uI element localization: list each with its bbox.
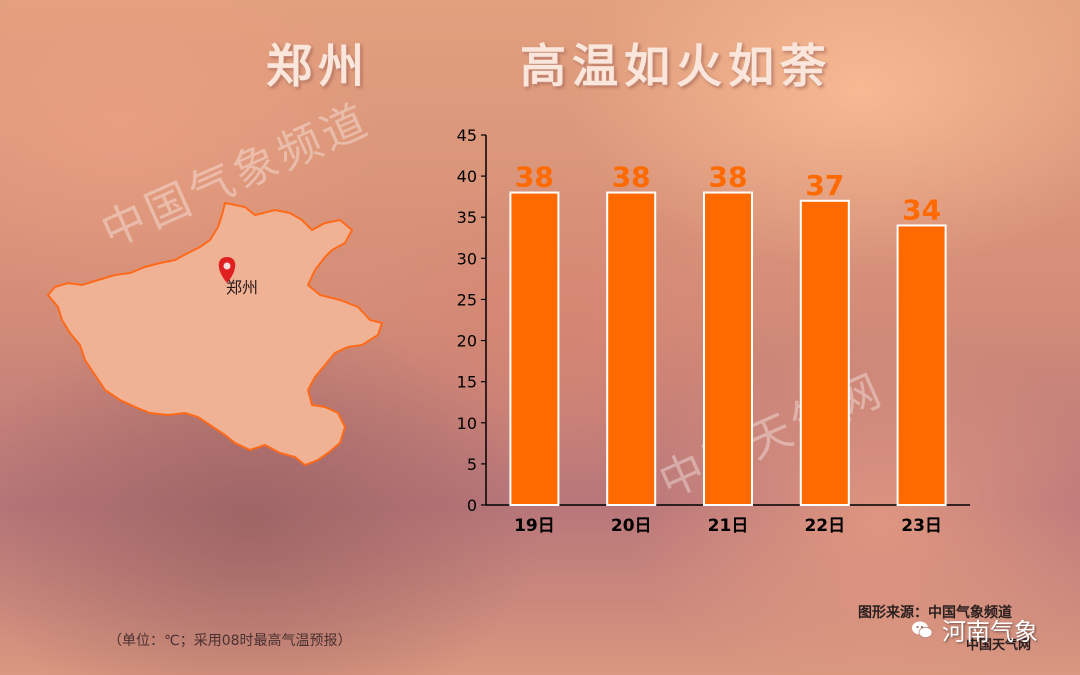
bar (703, 191, 753, 507)
data-label: 38 (515, 161, 554, 194)
source-credit-2: 中国天气网 (966, 638, 1032, 653)
x-tick-label: 19日 (514, 516, 555, 536)
bar (896, 224, 947, 506)
location-marker-icon (218, 257, 236, 283)
marker-label: 郑州 (226, 278, 258, 297)
data-label: 38 (709, 161, 748, 194)
headline-title: 高温如火如荼 (520, 39, 832, 93)
bar (799, 199, 850, 507)
x-tick-label: 23日 (901, 516, 942, 536)
y-tick-label: 30 (457, 249, 477, 268)
bar (606, 191, 657, 507)
y-tick-label: 15 (457, 373, 477, 392)
bar (509, 191, 560, 507)
y-tick-label: 10 (457, 414, 477, 433)
y-tick-label: 20 (457, 332, 477, 351)
x-tick-label: 20日 (611, 516, 652, 536)
city-title: 郑州 (266, 39, 370, 93)
x-tick-label: 22日 (804, 516, 845, 536)
henan-map: 郑州 (46, 201, 384, 467)
y-tick-label: 0 (467, 496, 477, 515)
unit-footnote: （单位：℃；采用08时最高气温预报） (108, 633, 352, 649)
wechat-icon (912, 621, 933, 638)
y-tick-label: 45 (457, 126, 477, 145)
y-tick-label: 35 (457, 208, 477, 227)
source-credit: 图形来源：中国气象频道 (858, 605, 1012, 621)
data-label: 37 (805, 169, 844, 202)
data-label: 34 (902, 193, 941, 226)
y-tick-label: 25 (457, 290, 477, 309)
brand-badge: 河南气象 (910, 612, 1038, 647)
bar-chart: 0 5 10 15 20 25 30 35 40 45 38 19日 38 20日 38 21日 37 22日 34… (457, 126, 970, 536)
data-label: 38 (612, 161, 651, 194)
y-tick-label: 40 (457, 167, 477, 186)
province-outline (46, 201, 384, 467)
x-tick-label: 21日 (708, 516, 749, 536)
y-tick-label: 5 (467, 455, 477, 474)
brand-label: 河南气象 (942, 618, 1038, 646)
